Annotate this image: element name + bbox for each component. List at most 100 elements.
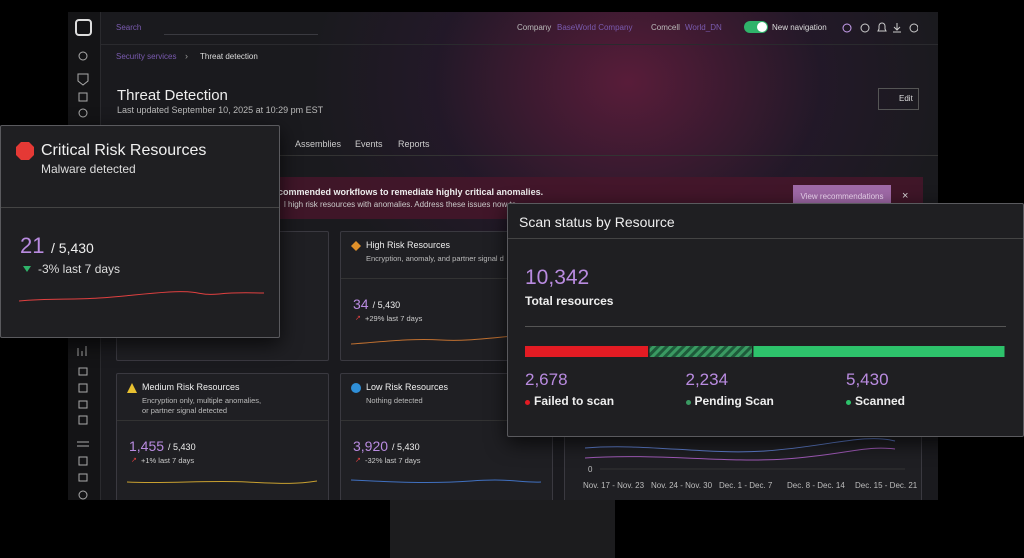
risk-subtitle: Nothing detected [366, 396, 423, 405]
company-select[interactable]: BaseWorld Company [557, 23, 633, 32]
chart-icon[interactable] [77, 346, 87, 356]
breadcrumb-current: Threat detection [200, 52, 258, 61]
breadcrumb-link[interactable]: Security services [116, 52, 177, 61]
divider [341, 420, 552, 421]
risk-total: / 5,430 [372, 300, 401, 310]
tab[interactable]: Events [355, 139, 383, 149]
sidebar-icons [75, 19, 92, 500]
x-tick-label: Dec. 1 - Dec. 7 [719, 481, 773, 490]
divider [1, 207, 279, 208]
ai-icon[interactable] [842, 23, 852, 33]
env-select[interactable]: World_DN [685, 23, 722, 32]
toggle-label: New navigation [772, 23, 827, 32]
trend-line [584, 447, 896, 461]
download-icon[interactable] [893, 23, 901, 33]
nav-icon[interactable] [78, 490, 88, 500]
tab[interactable]: Reports [398, 139, 430, 149]
bell-icon[interactable] [877, 22, 887, 32]
risk-sparkline [127, 480, 318, 484]
x-tick-label: Dec. 15 - Dec. 21 [855, 481, 918, 490]
banner-text: l high risk resources with anomalies. Ad… [284, 200, 517, 209]
critical-total: / 5,430 [51, 240, 94, 256]
nav-icon[interactable] [78, 473, 88, 482]
segment-name: Failed to scan [534, 394, 615, 408]
banner-close[interactable]: × [902, 190, 909, 202]
banner-title: commended workflows to remediate highly … [278, 187, 544, 197]
trend-icon: ↗ [355, 315, 361, 322]
divider [341, 278, 552, 279]
risk-icon [127, 383, 137, 393]
last-updated: Last updated September 10, 2025 at 10:29… [117, 105, 324, 115]
critical-icon [16, 142, 34, 160]
trend-icon: ↗ [355, 457, 361, 464]
risk-subtitle: Encryption only, multiple anomalies, [142, 396, 262, 405]
scan-segment [649, 346, 752, 357]
critical-title: Critical Risk Resources [41, 142, 207, 159]
help-icon[interactable] [860, 23, 870, 33]
scan-segment [525, 346, 649, 357]
segment-value: 2,234 [685, 370, 729, 389]
segment-name: Scanned [855, 394, 906, 408]
divider [117, 420, 328, 421]
x-tick-label: Dec. 8 - Dec. 14 [787, 481, 845, 490]
toggle[interactable] [744, 21, 768, 33]
nav-icon[interactable] [78, 456, 88, 466]
settings-icon[interactable] [77, 441, 89, 447]
risk-value: 1,455 [129, 438, 165, 454]
nav-icon[interactable] [78, 415, 88, 425]
edit-button[interactable]: Edit [878, 88, 919, 110]
risk-icon [351, 241, 361, 251]
critical-subtitle: Malware detected [41, 162, 136, 176]
critical-sparkline [19, 291, 264, 302]
scan-card: Scan status by Resource 10,342 Total res… [507, 203, 1024, 437]
critical-value: 21 [20, 233, 45, 258]
grid-icon[interactable] [78, 92, 88, 102]
x-tick-label: Nov. 17 - Nov. 23 [583, 481, 645, 490]
scan-title: Scan status by Resource [519, 214, 675, 230]
risk-total: / 5,430 [168, 442, 196, 452]
toolbar-icons [842, 22, 918, 33]
tab[interactable]: Assemblies [295, 139, 342, 149]
nav-icon[interactable] [78, 400, 88, 409]
scan-bar [525, 346, 1005, 357]
monitor-stand [390, 500, 615, 558]
segment-name: Pending Scan [694, 394, 774, 408]
page-title: Threat Detection [117, 87, 228, 104]
trend-icon: ↗ [131, 457, 137, 464]
logo [75, 19, 92, 36]
nav-icon[interactable] [78, 108, 88, 118]
breadcrumb-separator: › [185, 51, 188, 61]
risk-title: Low Risk Resources [366, 382, 449, 392]
risk-subtitle: Encryption, anomaly, and partner signal … [366, 254, 504, 263]
search-scope[interactable]: Search [116, 23, 142, 32]
risk-subtitle: or partner signal detected [142, 406, 228, 415]
segment-value: 2,678 [525, 370, 568, 389]
banner-action[interactable]: View recommendations [793, 185, 891, 208]
nav-icon[interactable] [78, 383, 88, 393]
critical-change: -3% last 7 days [38, 262, 121, 276]
x-tick-label: Nov. 24 - Nov. 30 [651, 481, 713, 490]
nav-icon[interactable] [78, 367, 88, 376]
risk-total: / 5,430 [392, 442, 420, 452]
risk-title: Medium Risk Resources [142, 382, 240, 392]
env-label: Comcell [651, 23, 680, 32]
tab-divider [116, 155, 938, 156]
risk-change: +29% last 7 days [365, 314, 423, 323]
scan-segment [753, 346, 1005, 357]
legend-dot [685, 400, 691, 405]
legend-dot [525, 400, 530, 405]
divider [525, 326, 1006, 327]
shield-icon[interactable] [77, 73, 89, 86]
divider [508, 238, 1023, 239]
risk-title: High Risk Resources [366, 240, 451, 250]
risk-icon [351, 383, 361, 393]
segment-value: 5,430 [846, 370, 889, 389]
topbar [100, 12, 938, 45]
y-tick-label: 0 [588, 465, 593, 474]
search-icon[interactable] [78, 51, 88, 61]
trend-down-icon [23, 266, 31, 272]
scan-total: 10,342 [525, 266, 590, 289]
user-icon[interactable] [909, 23, 918, 33]
search-input[interactable] [164, 22, 318, 35]
